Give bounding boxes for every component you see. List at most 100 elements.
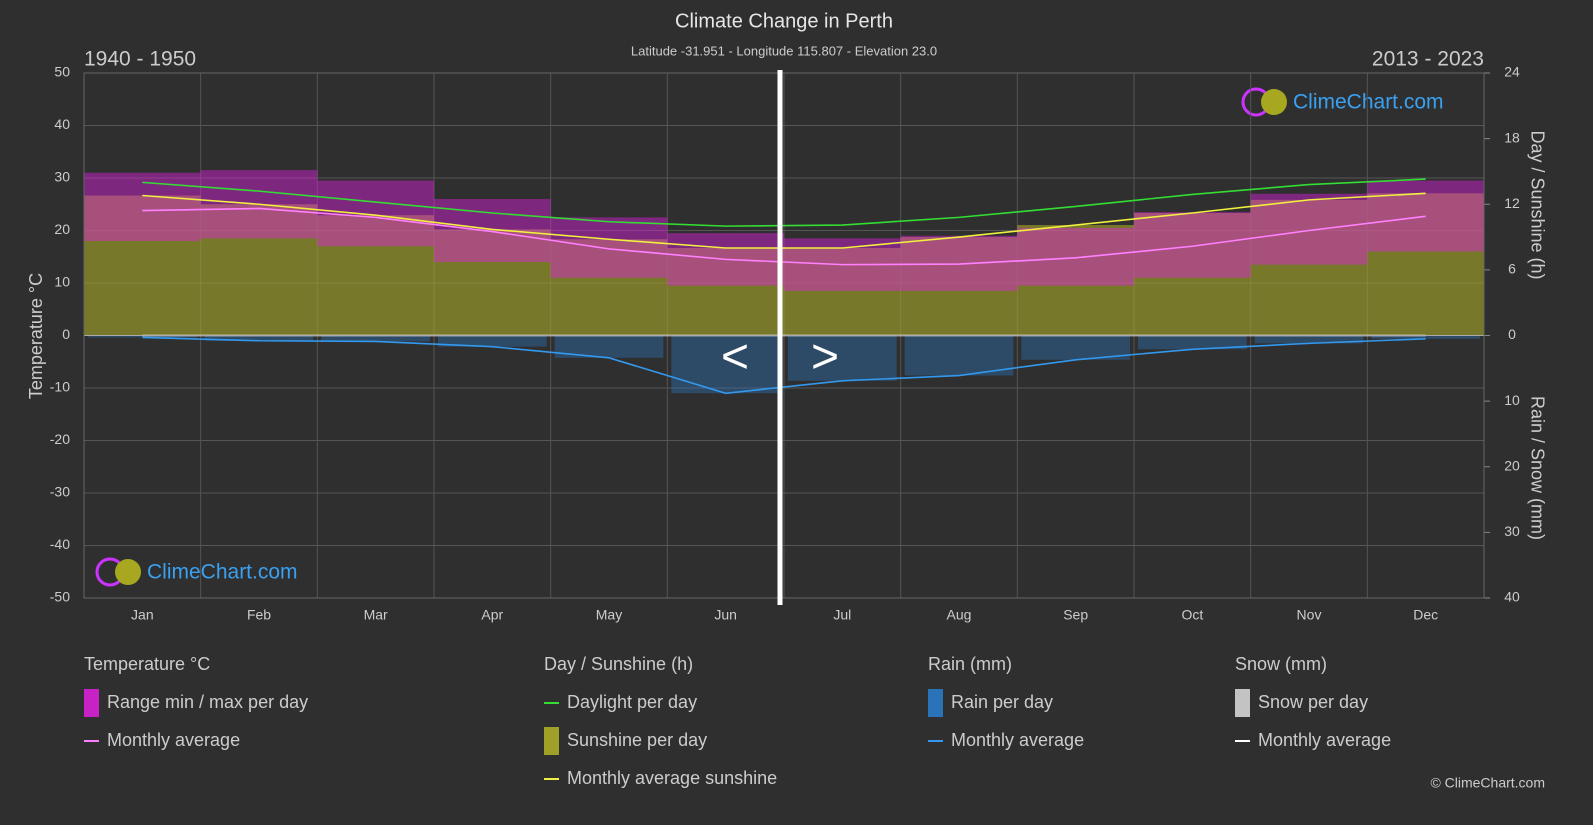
sunshine-area bbox=[900, 237, 1018, 336]
legend-label: Daylight per day bbox=[567, 692, 697, 712]
legend-label: Monthly average bbox=[951, 730, 1084, 750]
y2-tick-label: 18 bbox=[1504, 129, 1520, 145]
legend-group-title: Day / Sunshine (h) bbox=[544, 654, 693, 674]
chart-subtitle: Latitude -31.951 - Longitude 115.807 - E… bbox=[631, 43, 937, 58]
y-tick-label: 0 bbox=[62, 326, 70, 342]
sunshine-area bbox=[84, 195, 201, 336]
temp-range bbox=[550, 217, 668, 278]
logo-sun bbox=[115, 559, 141, 585]
precip-bar bbox=[321, 335, 430, 342]
watermark-text: ClimeChart.com bbox=[147, 561, 298, 584]
temp-range bbox=[1017, 227, 1134, 286]
x-tick-label: Feb bbox=[247, 607, 271, 623]
copyright: © ClimeChart.com bbox=[1430, 775, 1545, 791]
precip-bar bbox=[438, 335, 547, 347]
sunshine-area bbox=[1250, 199, 1368, 336]
y-tick-label: 30 bbox=[54, 169, 70, 185]
precip-bar bbox=[671, 335, 780, 394]
precip-bar bbox=[904, 335, 1014, 376]
y2-tick-label: 6 bbox=[1508, 261, 1516, 277]
y-axis-label: Temperature °C bbox=[26, 273, 46, 399]
x-tick-label: Jun bbox=[714, 607, 737, 623]
y-tick-label: -30 bbox=[50, 484, 70, 500]
sunshine-area bbox=[667, 248, 784, 336]
precip-bar bbox=[1138, 335, 1247, 350]
legend-swatch bbox=[84, 689, 99, 717]
x-tick-label: Sep bbox=[1063, 607, 1088, 623]
precip-bar bbox=[204, 335, 314, 341]
y3-tick-label: 40 bbox=[1504, 589, 1520, 605]
precip-bar bbox=[1254, 335, 1364, 344]
legend-label: Sunshine per day bbox=[567, 730, 707, 750]
y-tick-label: 40 bbox=[54, 116, 70, 132]
x-tick-label: Apr bbox=[481, 607, 503, 623]
series-line bbox=[142, 178, 1426, 227]
x-tick-label: Aug bbox=[947, 607, 972, 623]
legend-label: Monthly average bbox=[107, 730, 240, 750]
y3-tick-label: 10 bbox=[1504, 392, 1520, 408]
y-tick-label: -20 bbox=[50, 431, 70, 447]
y2-tick-label: 12 bbox=[1504, 195, 1520, 211]
legend-label: Monthly average bbox=[1258, 730, 1391, 750]
series-line bbox=[142, 192, 1426, 249]
y-tick-label: -50 bbox=[50, 589, 70, 605]
legend-label: Snow per day bbox=[1258, 692, 1368, 712]
y3-tick-label: 20 bbox=[1504, 457, 1520, 473]
y-tick-label: 20 bbox=[54, 221, 70, 237]
x-tick-label: May bbox=[596, 607, 622, 623]
temp-range bbox=[317, 180, 434, 247]
nav-prev[interactable]: < bbox=[721, 331, 749, 384]
legend-label: Monthly average sunshine bbox=[567, 768, 777, 788]
sunshine-area bbox=[434, 229, 551, 336]
y-tick-label: -40 bbox=[50, 536, 70, 552]
y3-tick-label: 30 bbox=[1504, 523, 1520, 539]
legend-swatch bbox=[928, 689, 943, 717]
legend-group-title: Rain (mm) bbox=[928, 654, 1012, 674]
y2-tick-label: 24 bbox=[1504, 64, 1520, 80]
chart-title: Climate Change in Perth bbox=[675, 10, 893, 32]
sunshine-area bbox=[317, 215, 434, 336]
x-tick-label: Jul bbox=[833, 607, 851, 623]
legend-label: Rain per day bbox=[951, 692, 1053, 712]
legend-group-title: Temperature °C bbox=[84, 654, 210, 674]
x-tick-label: Nov bbox=[1297, 607, 1322, 623]
x-tick-label: Dec bbox=[1413, 607, 1438, 623]
precip-bar bbox=[788, 335, 897, 381]
x-tick-label: Jan bbox=[131, 607, 154, 623]
series-line bbox=[142, 207, 1426, 266]
legend-swatch bbox=[1235, 689, 1250, 717]
sunshine-area bbox=[1134, 213, 1251, 336]
left-period: 1940 - 1950 bbox=[84, 48, 196, 71]
temp-range bbox=[1367, 180, 1484, 252]
precip-bar bbox=[1371, 335, 1480, 339]
y2-tick-label: 0 bbox=[1508, 326, 1516, 342]
plot-frame bbox=[83, 72, 1485, 599]
y-tick-label: 50 bbox=[54, 64, 70, 80]
legend-group-title: Snow (mm) bbox=[1235, 654, 1327, 674]
sunshine-area bbox=[550, 239, 668, 336]
series-line bbox=[142, 336, 1426, 395]
legend-swatch bbox=[544, 727, 559, 755]
nav-next[interactable]: > bbox=[811, 331, 839, 384]
y-tick-label: 10 bbox=[54, 274, 70, 290]
y2-axis-label: Day / Sunshine (h) bbox=[1527, 130, 1547, 279]
temp-range bbox=[1134, 212, 1251, 278]
sunshine-area bbox=[1017, 225, 1134, 336]
y3-axis-label: Rain / Snow (mm) bbox=[1527, 396, 1547, 540]
temp-range bbox=[84, 172, 201, 241]
watermark-text: ClimeChart.com bbox=[1293, 91, 1444, 114]
legend-label: Range min / max per day bbox=[107, 692, 308, 712]
precip-bar bbox=[554, 335, 664, 358]
temp-range bbox=[1250, 193, 1368, 265]
sunshine-area bbox=[200, 204, 318, 336]
x-tick-label: Oct bbox=[1181, 607, 1203, 623]
precip-bar bbox=[88, 335, 197, 338]
y-tick-label: -10 bbox=[50, 379, 70, 395]
watermark-top: ClimeChart.com bbox=[1241, 87, 1444, 117]
x-tick-label: Mar bbox=[364, 607, 388, 623]
watermark-bottom: ClimeChart.com bbox=[95, 557, 298, 587]
plot-area: -50 -40 -30 -20 -10 0 10 20 30 40 50 0 6 12 18 24 10 20 30… bbox=[50, 64, 1520, 623]
logo-sun bbox=[1261, 89, 1287, 115]
